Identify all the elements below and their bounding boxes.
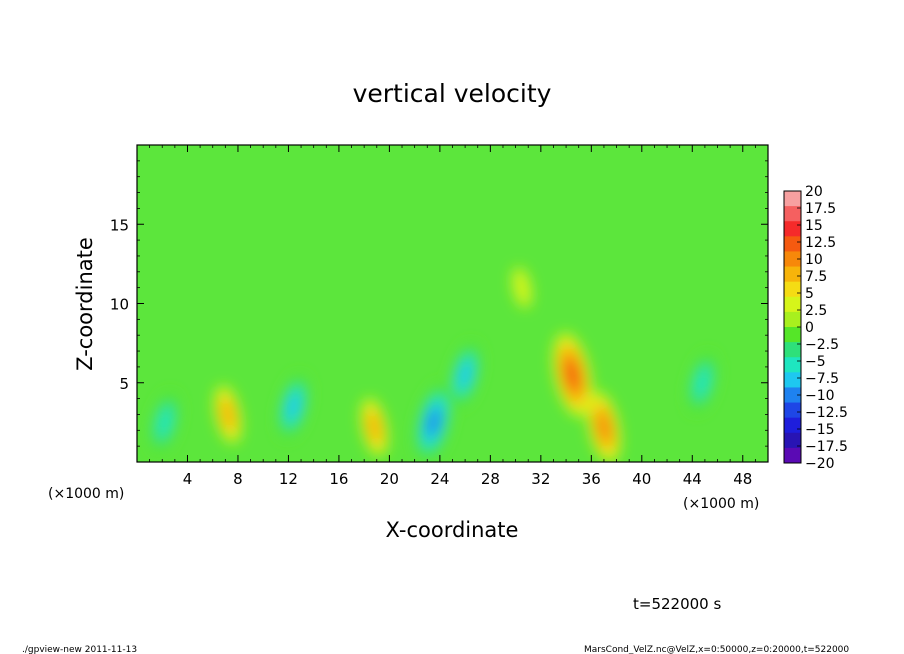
colorbar-swatch — [784, 372, 801, 388]
heatmap-plot-area — [137, 145, 768, 462]
y-tick-label: 5 — [119, 375, 129, 393]
colorbar-label: 0 — [805, 320, 814, 336]
y-tick-label: 15 — [110, 216, 129, 234]
colorbar-swatch — [784, 311, 801, 328]
chart-title: vertical velocity — [353, 79, 552, 108]
x-tick-label: 40 — [632, 470, 651, 488]
x-tick-label: 16 — [329, 470, 348, 488]
colorbar-label: −7.5 — [805, 371, 839, 387]
time-annotation: t=522000 s — [633, 595, 721, 613]
footer-right: MarsCond_VelZ.nc@VelZ,x=0:50000,z=0:2000… — [584, 645, 849, 654]
heatmap-cell — [565, 360, 579, 389]
heatmap-cell — [367, 412, 382, 442]
colorbar-swatch — [784, 402, 801, 419]
colorbar-label: 5 — [805, 286, 814, 302]
x-tick-label: 8 — [233, 470, 243, 488]
colorbar: 2017.51512.5107.552.50−2.5−5−7.5−10−12.5… — [783, 184, 848, 472]
x-tick-label: 44 — [683, 470, 702, 488]
x-axis-label: X-coordinate — [386, 518, 519, 542]
heatmap-background — [137, 145, 768, 462]
x-tick-label: 4 — [183, 470, 193, 488]
colorbar-label: 7.5 — [805, 269, 827, 285]
heatmap-cell — [458, 361, 472, 389]
colorbar-label: −17.5 — [805, 439, 848, 455]
colorbar-swatch — [784, 296, 801, 313]
heatmap-cell — [694, 367, 710, 399]
x-axis: 4 8 12 16 20 24 28 32 36 40 44 48 — [149, 145, 756, 488]
x-tick-label: 28 — [481, 470, 500, 488]
heatmap-cell — [157, 406, 173, 438]
y-axis: 5 10 15 — [110, 160, 768, 447]
colorbar-label: 2.5 — [805, 303, 827, 319]
heatmap-cell — [287, 393, 300, 420]
colorbar-label: −2.5 — [805, 337, 839, 353]
colorbar-swatch — [784, 221, 801, 237]
heatmap-cell — [512, 267, 532, 308]
colorbar-swatch — [784, 206, 801, 222]
heatmap-cell — [427, 409, 440, 436]
colorbar-label: 10 — [805, 252, 823, 268]
colorbar-swatch — [784, 387, 801, 404]
colorbar-swatch — [784, 417, 801, 434]
x-tick-label: 12 — [279, 470, 298, 488]
y-tick-label: 10 — [110, 296, 129, 314]
x-tick-label: 36 — [582, 470, 601, 488]
colorbar-swatch — [784, 357, 801, 373]
colorbar-label: −12.5 — [805, 405, 848, 421]
colorbar-swatch — [784, 236, 801, 252]
colorbar-swatch — [784, 342, 801, 358]
x-tick-label: 20 — [380, 470, 399, 488]
colorbar-swatch — [784, 191, 801, 207]
colorbar-label: −5 — [805, 354, 826, 370]
heatmap-cell — [597, 412, 611, 442]
colorbar-label: 15 — [805, 218, 823, 234]
y-axis-label: Z-coordinate — [73, 237, 97, 371]
colorbar-label: −20 — [805, 456, 835, 472]
x-tick-label: 48 — [733, 470, 752, 488]
colorbar-swatch — [784, 266, 801, 283]
heatmap-cell — [221, 400, 235, 429]
x-unit-left: (×1000 m) — [48, 486, 124, 502]
colorbar-swatch — [784, 447, 801, 464]
x-tick-label: 24 — [430, 470, 449, 488]
x-unit-right: (×1000 m) — [683, 496, 759, 512]
colorbar-label: 17.5 — [805, 201, 836, 217]
colorbar-swatch — [784, 432, 801, 449]
colorbar-label: 20 — [805, 184, 823, 200]
colorbar-label: 12.5 — [805, 235, 836, 251]
colorbar-swatch — [784, 281, 801, 298]
x-tick-label: 32 — [531, 470, 550, 488]
colorbar-swatch — [784, 251, 801, 268]
colorbar-label: −15 — [805, 422, 835, 438]
colorbar-swatch — [784, 327, 801, 343]
colorbar-label: −10 — [805, 388, 835, 404]
footer-left: ./gpview-new 2011-11-13 — [22, 645, 137, 654]
